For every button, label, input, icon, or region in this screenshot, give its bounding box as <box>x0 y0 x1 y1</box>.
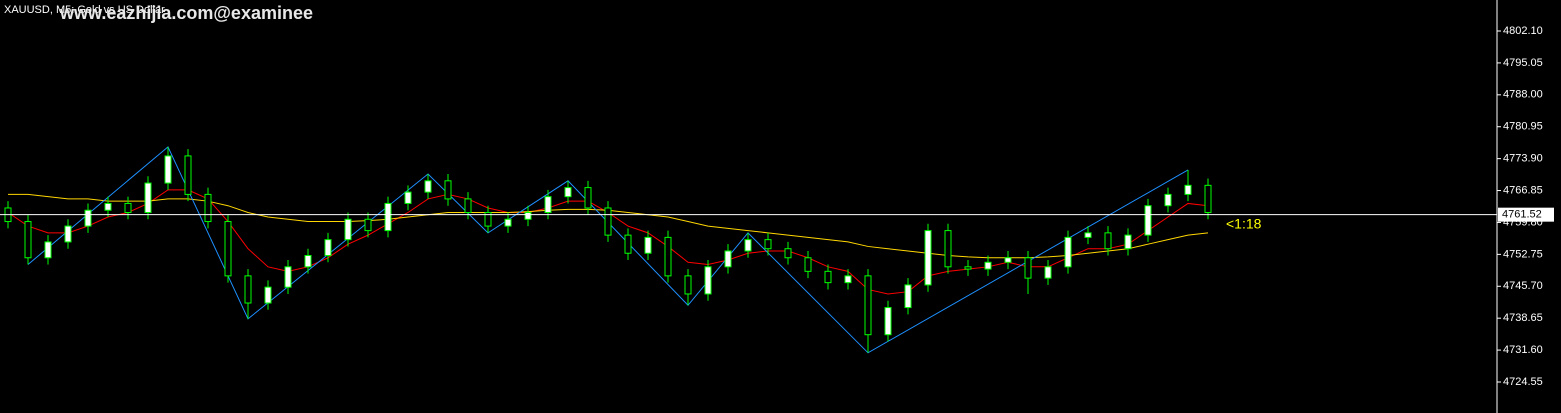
candle-body <box>804 257 812 272</box>
candle-body <box>244 275 252 304</box>
last-price-label: 4761.52 <box>1502 209 1542 221</box>
candle-body <box>344 218 352 241</box>
candle-body <box>1124 234 1132 250</box>
candle-body <box>784 248 792 259</box>
candle-body <box>384 202 392 232</box>
candle-body <box>544 196 552 213</box>
candle-body <box>404 191 412 204</box>
candle-body <box>1204 184 1212 213</box>
watermark: www.eazhijia.com@examinee <box>59 3 313 23</box>
candle-body <box>444 180 452 200</box>
candle-body <box>1144 205 1152 236</box>
candle-body <box>1004 257 1012 263</box>
y-tick-label: 4752.75 <box>1503 248 1543 260</box>
candle-body <box>584 187 592 209</box>
candle-body <box>644 236 652 254</box>
candle-body <box>484 211 492 227</box>
candle-body <box>724 250 732 268</box>
last-price-box <box>1498 207 1554 222</box>
y-tick-label: 4795.05 <box>1503 57 1543 69</box>
candle-body <box>664 236 672 277</box>
y-tick-label: 4788.00 <box>1503 89 1543 101</box>
y-tick-label: 4731.60 <box>1503 344 1543 356</box>
candle-body <box>844 275 852 284</box>
candle-body <box>184 155 192 195</box>
candle-body <box>964 266 972 270</box>
y-tick-label: 4802.10 <box>1503 25 1543 37</box>
candle-body <box>24 221 32 259</box>
chart-title: XAUUSD, M5: Gold vs US Dollar <box>4 4 165 16</box>
y-tick-label: 4780.95 <box>1503 121 1543 133</box>
candle-body <box>304 254 312 268</box>
candle-body <box>944 230 952 268</box>
candle-body <box>524 211 532 220</box>
countdown: <1:18 <box>1226 216 1262 232</box>
y-tick-label: 4773.90 <box>1503 153 1543 165</box>
candle-body <box>284 266 292 288</box>
candle-body <box>764 239 772 250</box>
candle-body <box>144 182 152 213</box>
candle-body <box>884 307 892 336</box>
plot-area <box>0 146 1497 354</box>
candle-body <box>824 270 832 284</box>
candle-body <box>684 275 692 295</box>
candle-body <box>164 155 172 184</box>
candle-body <box>464 198 472 213</box>
candle-body <box>104 202 112 211</box>
y-tick-label: 4724.55 <box>1503 376 1543 388</box>
y-tick-label: 4738.65 <box>1503 312 1543 324</box>
candle-body <box>504 218 512 227</box>
candle-body <box>744 239 752 252</box>
y-tick-label: 4766.85 <box>1503 184 1543 196</box>
candle-body <box>704 266 712 295</box>
candle-body <box>364 218 372 232</box>
candle-body <box>324 239 332 256</box>
candle-body <box>204 193 212 223</box>
candle-body <box>904 284 912 309</box>
candle-body <box>924 230 932 286</box>
candle-body <box>1184 184 1192 195</box>
candle-body <box>124 202 132 213</box>
candle-body <box>424 180 432 193</box>
candle-body <box>84 209 92 227</box>
candle-body <box>984 261 992 270</box>
candle-body <box>624 234 632 254</box>
candle-body <box>1024 257 1032 279</box>
candle-body <box>1104 232 1112 250</box>
candle-body <box>1084 232 1092 238</box>
candle-body <box>44 241 52 259</box>
y-tick-label: 4745.70 <box>1503 280 1543 292</box>
candle-body <box>604 207 612 236</box>
candle-body <box>64 225 72 243</box>
candle-body <box>864 275 872 336</box>
candle-body <box>1164 193 1172 207</box>
candle-body <box>224 221 232 277</box>
candle-body <box>264 286 272 304</box>
candle-body <box>564 187 572 198</box>
candle-body <box>1064 236 1072 268</box>
candle-body <box>1044 266 1052 279</box>
